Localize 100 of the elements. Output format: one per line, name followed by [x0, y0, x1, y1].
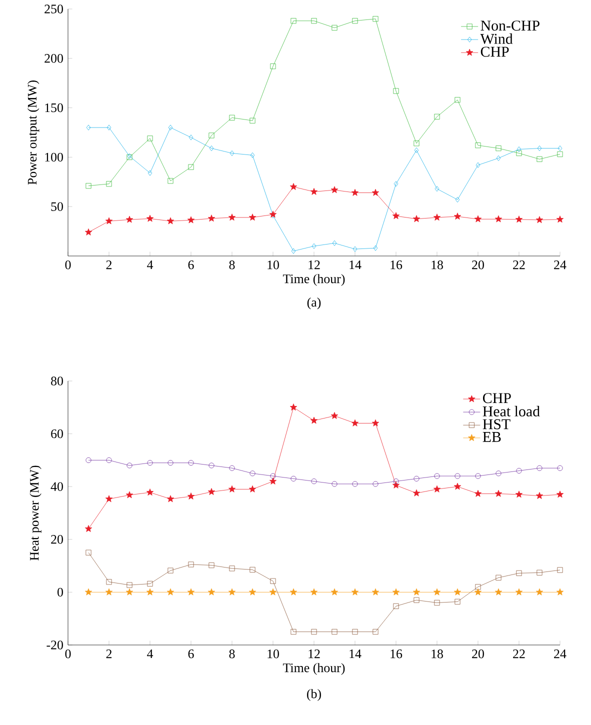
legend-label: Non-CHP: [480, 20, 540, 31]
point: [250, 152, 255, 158]
point: [536, 588, 544, 596]
x-tick-label: 6: [188, 650, 194, 658]
point: [412, 489, 420, 496]
x-tick-label: 12: [308, 260, 320, 270]
point: [146, 588, 154, 596]
point: [351, 588, 359, 596]
point: [105, 217, 113, 224]
point: [475, 584, 481, 590]
point: [454, 212, 462, 220]
point: [168, 460, 174, 466]
point: [414, 147, 419, 154]
point: [433, 485, 441, 492]
point: [187, 492, 195, 500]
point: [188, 562, 194, 568]
x-tick-label: 0: [65, 260, 71, 270]
point: [516, 468, 522, 474]
point: [351, 188, 359, 196]
point: [126, 582, 132, 588]
point: [166, 495, 174, 502]
y-tick-label: 60: [51, 429, 63, 438]
point: [372, 588, 380, 596]
point: [229, 465, 235, 471]
point: [250, 118, 256, 124]
x-tick-label: 2: [106, 260, 112, 270]
point: [312, 243, 316, 249]
point: [248, 214, 256, 221]
point: [166, 588, 174, 596]
point: [86, 124, 91, 130]
point: [332, 240, 337, 246]
legend-label: Wind: [480, 33, 513, 44]
point: [516, 570, 522, 576]
point: [209, 146, 214, 152]
point: [476, 162, 480, 168]
point: [414, 597, 420, 603]
point: [352, 629, 358, 635]
point: [434, 473, 440, 479]
point: [311, 18, 317, 24]
point: [147, 136, 153, 142]
y-axis-title: Power output (MW): [27, 80, 40, 185]
point: [208, 214, 216, 222]
point: [147, 460, 153, 466]
point: [330, 412, 338, 419]
legend-label: CHP: [480, 46, 509, 57]
point: [148, 170, 152, 176]
point: [372, 629, 378, 635]
point: [290, 588, 298, 596]
y-tick-label: 200: [44, 54, 63, 63]
point: [496, 470, 502, 476]
point: [270, 64, 276, 70]
point: [433, 588, 441, 596]
x-tick-label: 22: [513, 260, 525, 270]
point: [126, 462, 132, 468]
point: [106, 579, 112, 585]
point: [248, 588, 256, 596]
x-tick-label: 24: [554, 260, 566, 270]
point: [228, 214, 236, 221]
point: [412, 588, 420, 596]
x-tick-label: 4: [147, 260, 154, 270]
point: [515, 216, 523, 223]
x-tick-label: 16: [390, 260, 402, 270]
point: [269, 588, 277, 596]
point: [86, 457, 92, 463]
x-axis-title: Time (hour): [282, 274, 345, 286]
point: [352, 246, 358, 252]
point: [393, 603, 399, 609]
point: [84, 588, 92, 596]
point: [208, 462, 214, 468]
point: [290, 629, 296, 635]
x-tick-label: 10: [268, 260, 279, 270]
point: [373, 245, 378, 251]
y-tick-label: 40: [50, 482, 63, 491]
point: [84, 228, 92, 236]
point: [168, 568, 174, 574]
point: [474, 490, 482, 497]
point: [106, 181, 112, 187]
point: [556, 216, 564, 223]
point: [434, 600, 440, 606]
point: [516, 150, 522, 156]
point: [250, 470, 256, 476]
x-tick-label: 10: [268, 650, 279, 658]
point: [392, 481, 400, 488]
legend-label: Heat load: [482, 406, 540, 416]
x-tick-label: 18: [432, 650, 443, 658]
point: [330, 588, 338, 596]
point: [434, 114, 440, 120]
point: [372, 419, 380, 426]
point: [250, 566, 256, 573]
point: [515, 490, 523, 498]
point: [208, 488, 216, 495]
point: [494, 490, 502, 497]
legend-label: CHP: [482, 393, 511, 404]
legend-label: EB: [482, 432, 501, 442]
point: [208, 132, 214, 138]
point: [393, 478, 399, 484]
x-axis-title: Time (hour): [282, 663, 345, 675]
point: [332, 629, 338, 635]
point: [536, 156, 542, 162]
x-tick-label: 14: [350, 260, 362, 270]
